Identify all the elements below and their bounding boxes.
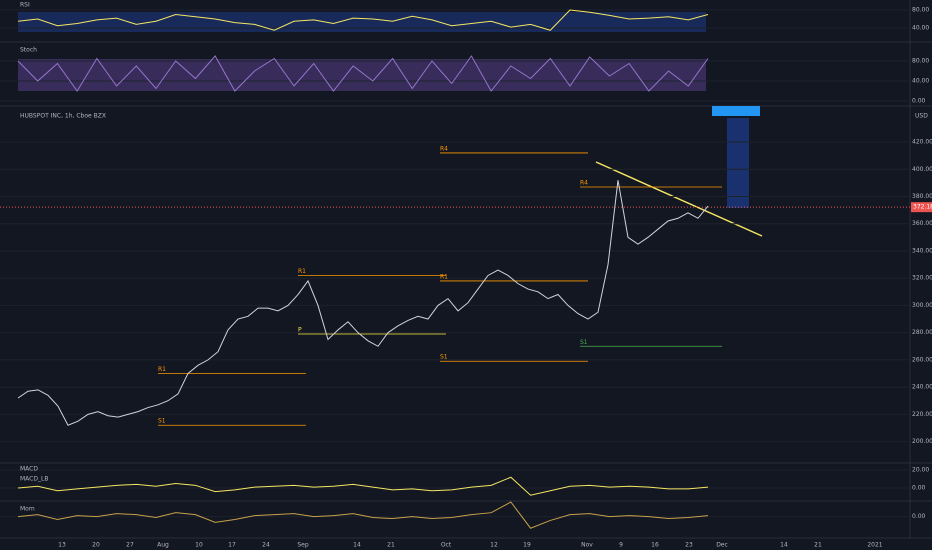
y-tick-label: 80.00	[912, 7, 929, 14]
y-tick-label: 420.00	[912, 139, 932, 146]
x-tick-label: 21	[387, 542, 395, 549]
pane-title: Mom	[20, 506, 35, 513]
projection-label	[712, 106, 760, 116]
x-tick-label: Oct	[441, 542, 452, 549]
unit-label: USD	[915, 113, 928, 120]
x-tick-label: 14	[353, 542, 361, 549]
projection-box	[727, 118, 749, 208]
y-tick-label: 340.00	[912, 247, 932, 254]
series-line	[17, 9, 709, 31]
x-tick-label: 19	[523, 542, 531, 549]
y-tick-label: 0.00	[912, 485, 926, 492]
x-tick-label: 2021	[867, 542, 882, 549]
pivot-label: S1	[440, 354, 448, 361]
y-tick-label: 0.00	[912, 513, 926, 520]
pane-title: MACD	[20, 466, 38, 473]
pivot-label: S1	[158, 418, 166, 425]
y-tick-label: 80.00	[912, 58, 929, 65]
rsi-band	[18, 12, 706, 32]
pivot-label: R1	[298, 268, 306, 275]
pivot-label: R4	[580, 179, 588, 186]
x-tick-label: Nov	[581, 542, 593, 549]
y-tick-label: 260.00	[912, 356, 932, 363]
y-tick-label: 400.00	[912, 166, 932, 173]
y-tick-label: 320.00	[912, 275, 932, 282]
x-tick-label: 14	[780, 542, 788, 549]
y-tick-label: 360.00	[912, 220, 932, 227]
pivot-label: R1	[440, 273, 448, 280]
y-tick-label: 220.00	[912, 411, 932, 418]
series-line	[17, 476, 709, 496]
x-tick-label: 20	[92, 542, 100, 549]
x-tick-label: 9	[619, 542, 623, 549]
y-tick-label: 40.00	[912, 78, 929, 85]
stoch-band	[18, 59, 706, 91]
y-tick-label: 200.00	[912, 438, 932, 445]
x-tick-label: Dec	[716, 542, 728, 549]
series-line	[17, 55, 709, 92]
y-tick-label: 300.00	[912, 302, 932, 309]
y-tick-label: 380.00	[912, 193, 932, 200]
last-price-box	[911, 202, 932, 213]
pivot-label: R1	[158, 366, 166, 373]
y-tick-label: 40.00	[912, 25, 929, 32]
y-tick-label: 20.00	[912, 467, 929, 474]
pane-title: Stoch	[20, 47, 37, 54]
x-tick-label: 13	[58, 542, 66, 549]
y-tick-label: 280.00	[912, 329, 932, 336]
x-tick-label: 17	[228, 542, 236, 549]
series-line	[17, 180, 709, 426]
x-tick-label: 24	[262, 542, 270, 549]
x-tick-label: 21	[814, 542, 822, 549]
pane-title: RSI	[20, 2, 30, 9]
pivot-label: S1	[580, 339, 588, 346]
pane-title: HUBSPOT INC, 1h, Cboe BZX	[20, 113, 106, 120]
x-tick-label: 10	[195, 542, 203, 549]
series-line	[17, 501, 709, 529]
x-tick-label: Aug	[157, 542, 169, 549]
x-tick-label: 23	[685, 542, 693, 549]
pivot-label: R4	[440, 145, 448, 152]
x-tick-label: 16	[651, 542, 659, 549]
x-tick-label: Sep	[297, 542, 309, 549]
y-tick-label: 0.00	[912, 98, 926, 105]
x-tick-label: 12	[490, 542, 498, 549]
x-tick-label: 27	[126, 542, 134, 549]
y-tick-label: 240.00	[912, 384, 932, 391]
pane-subtitle: MACD_LB	[20, 476, 48, 483]
pivot-label: P	[298, 327, 302, 334]
last-price-label: 372.18	[913, 204, 932, 211]
